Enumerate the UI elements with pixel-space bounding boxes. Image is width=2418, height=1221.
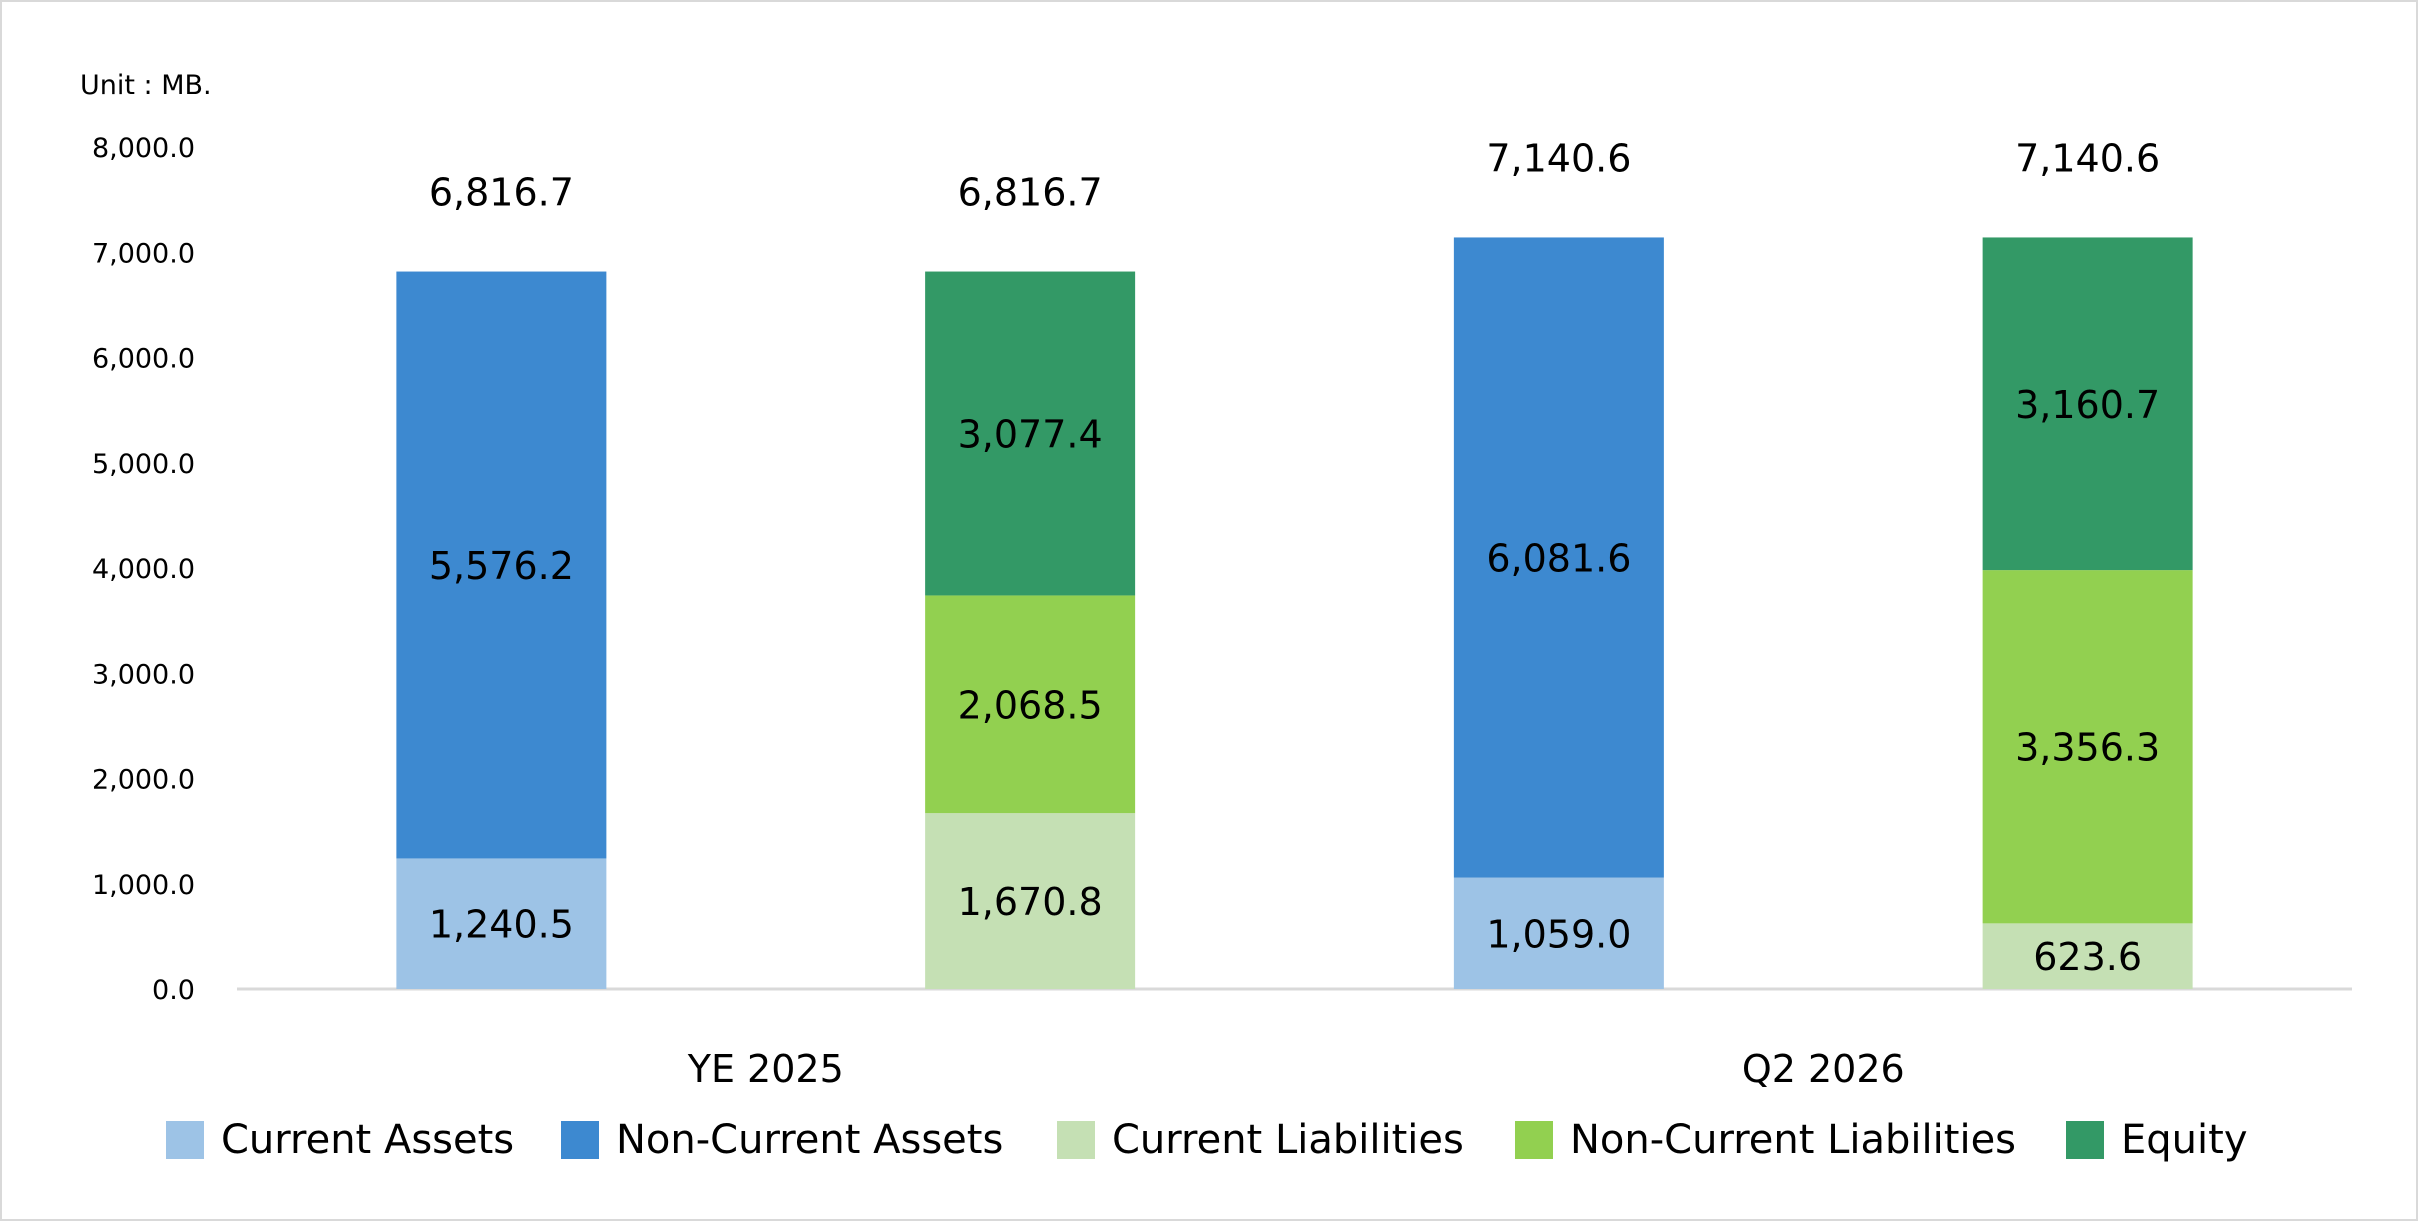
y-tick-label: 3,000.0	[92, 659, 195, 690]
total-label: 6,816.7	[429, 171, 574, 215]
y-tick-label: 7,000.0	[92, 238, 195, 269]
legend-label: Current Assets	[221, 1117, 514, 1163]
data-label: 1,240.5	[429, 903, 574, 947]
bar-stack-ye-2025-liabilities-equity: 1,670.8 2,068.5 3,077.4 6,816.7	[925, 171, 1136, 989]
data-label: 623.6	[2033, 935, 2142, 979]
data-label: 3,160.7	[2015, 383, 2160, 427]
bar-segment-non-current-assets	[1453, 237, 1664, 878]
legend-label: Equity	[2121, 1117, 2247, 1163]
y-tick-label: 1,000.0	[92, 870, 195, 901]
category-label: YE 2025	[687, 1047, 844, 1091]
legend-label: Non-Current Assets	[616, 1117, 1003, 1163]
y-tick-label: 5,000.0	[92, 449, 195, 480]
unit-label: Unit : MB.	[80, 70, 212, 101]
y-tick-label: 0.0	[152, 975, 195, 1006]
legend-item-non-current-liabilities: Non-Current Liabilities	[1515, 1117, 2016, 1163]
bar-stack-ye-2025-assets: 1,240.5 5,576.2 6,816.7	[396, 171, 607, 989]
y-tick-label: 4,000.0	[92, 554, 195, 585]
legend-item-non-current-assets: Non-Current Assets	[561, 1117, 1003, 1163]
category-label: Q2 2026	[1742, 1047, 1905, 1091]
bar-segment-non-current-liabilities	[1982, 570, 2193, 924]
bar-segment-equity	[1982, 237, 2193, 571]
legend-swatch-current-liabilities	[1057, 1121, 1095, 1159]
y-tick-label: 8,000.0	[92, 133, 195, 164]
legend-swatch-equity	[2066, 1121, 2104, 1159]
data-label: 6,081.6	[1486, 536, 1631, 580]
bar-segment-current-assets	[396, 858, 607, 989]
bar-stack-q2-2026-assets: 1,059.0 6,081.6 7,140.6	[1453, 136, 1664, 989]
legend-swatch-non-current-assets	[561, 1121, 599, 1159]
legend-label: Non-Current Liabilities	[1570, 1117, 2016, 1163]
legend: Current Assets Non-Current Assets Current …	[166, 1117, 2247, 1163]
bar-segment-non-current-assets	[396, 271, 607, 859]
bar-segment-current-liabilities	[1982, 923, 2193, 989]
bar-segment-equity	[925, 271, 1136, 596]
legend-label: Current Liabilities	[1112, 1117, 1464, 1163]
bars-layer: 1,240.5 5,576.2 6,816.7 1,670.8 2,068.5 3,077…	[396, 136, 2193, 989]
bar-stack-q2-2026-liabilities-equity: 623.6 3,356.3 3,160.7 7,140.6	[1982, 136, 2193, 989]
total-label: 7,140.6	[1486, 136, 1631, 180]
legend-item-current-liabilities: Current Liabilities	[1057, 1117, 1464, 1163]
category-labels: YE 2025 Q2 2026	[687, 1047, 1905, 1091]
y-tick-label: 2,000.0	[92, 765, 195, 796]
legend-item-current-assets: Current Assets	[166, 1117, 514, 1163]
legend-item-equity: Equity	[2066, 1117, 2247, 1163]
data-label: 5,576.2	[429, 544, 574, 588]
bar-segment-current-assets	[1453, 877, 1664, 989]
y-tick-label: 6,000.0	[92, 344, 195, 375]
y-axis: 0.0 1,000.0 2,000.0 3,000.0 4,000.0 5,000.0 6,…	[92, 133, 195, 1006]
data-label: 2,068.5	[958, 683, 1103, 727]
legend-swatch-current-assets	[166, 1121, 204, 1159]
data-label: 1,670.8	[958, 880, 1103, 924]
total-label: 6,816.7	[958, 171, 1103, 215]
bar-segment-current-liabilities	[925, 813, 1136, 989]
total-label: 7,140.6	[2015, 136, 2160, 180]
data-label: 1,059.0	[1486, 912, 1631, 956]
data-label: 3,077.4	[958, 412, 1103, 456]
data-label: 3,356.3	[2015, 726, 2160, 770]
legend-swatch-non-current-liabilities	[1515, 1121, 1553, 1159]
bar-segment-non-current-liabilities	[925, 595, 1136, 814]
